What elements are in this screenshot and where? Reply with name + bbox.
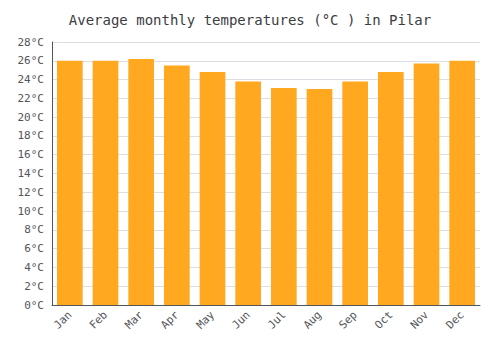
svg-text:0°C: 0°C xyxy=(24,299,44,312)
svg-text:Oct: Oct xyxy=(372,308,395,331)
svg-text:28°C: 28°C xyxy=(18,36,45,49)
svg-text:22°C: 22°C xyxy=(18,92,45,105)
svg-text:Average monthly temperatures (: Average monthly temperatures (°C ) in Pi… xyxy=(69,12,431,28)
svg-text:16°C: 16°C xyxy=(18,148,45,161)
svg-text:May: May xyxy=(194,308,217,331)
svg-text:8°C: 8°C xyxy=(24,223,44,236)
svg-text:Jun: Jun xyxy=(230,308,253,331)
svg-text:26°C: 26°C xyxy=(18,54,45,67)
svg-text:Aug: Aug xyxy=(301,308,324,331)
svg-text:Feb: Feb xyxy=(87,308,110,331)
svg-text:12°C: 12°C xyxy=(18,186,45,199)
svg-text:18°C: 18°C xyxy=(18,129,45,142)
svg-text:Sep: Sep xyxy=(337,308,360,331)
svg-text:14°C: 14°C xyxy=(18,167,45,180)
svg-text:Mar: Mar xyxy=(123,308,146,331)
svg-text:20°C: 20°C xyxy=(18,111,45,124)
svg-text:4°C: 4°C xyxy=(24,261,44,274)
svg-text:Jul: Jul xyxy=(265,308,288,331)
svg-text:24°C: 24°C xyxy=(18,73,45,86)
svg-text:10°C: 10°C xyxy=(18,205,45,218)
svg-text:6°C: 6°C xyxy=(24,242,44,255)
svg-text:2°C: 2°C xyxy=(24,280,44,293)
svg-text:Nov: Nov xyxy=(408,308,431,331)
svg-text:Dec: Dec xyxy=(444,308,467,331)
svg-text:Jan: Jan xyxy=(51,308,74,331)
svg-text:Apr: Apr xyxy=(158,308,181,331)
